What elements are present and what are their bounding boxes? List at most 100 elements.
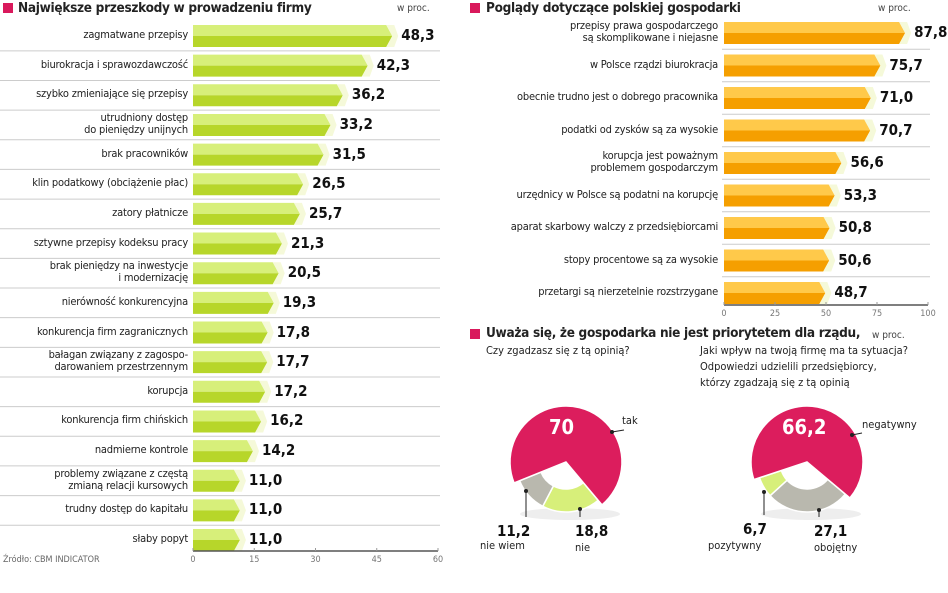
chart1-unit: w proc. <box>397 3 430 14</box>
bar-label: podatki od zysków są za wysokie <box>561 122 718 136</box>
bar <box>193 421 262 433</box>
bar <box>193 302 274 314</box>
bar-value: 53,3 <box>843 185 878 204</box>
bar <box>193 451 253 463</box>
bar-tip <box>246 440 259 463</box>
bar-label: przetargi są nierzetelnie rozstrzygane <box>538 285 718 298</box>
bar-value: 19,3 <box>282 292 317 311</box>
tick-label: 30 <box>310 555 321 565</box>
bar-label: aparat skarbowy walczy z przedsiębiorcam… <box>510 220 718 233</box>
bar <box>724 98 871 109</box>
bar-value: 26,5 <box>312 174 346 193</box>
bar-tip <box>361 54 374 77</box>
pie-slice-tak <box>509 405 623 506</box>
bar-tip <box>255 410 268 433</box>
bar-label: bałagan związany z zagospo- darowaniem p… <box>48 348 189 374</box>
bar-label: korupcja jest poważnym problemem gospoda… <box>590 149 718 174</box>
bar-value: 17,7 <box>276 352 310 371</box>
pie-value: 18,8 <box>575 522 609 540</box>
bar-value: 31,5 <box>332 144 366 163</box>
tick-label: 45 <box>371 555 382 565</box>
bar <box>193 124 331 136</box>
pie-shadow <box>520 508 620 520</box>
bar-top <box>193 202 300 214</box>
bar <box>193 273 279 285</box>
bar <box>193 65 368 77</box>
bar-label: szybko zmieniające się przepisy <box>36 87 188 101</box>
bar-label: konkurencja firm zagranicznych <box>37 324 188 338</box>
bar <box>193 391 266 403</box>
bar-tip <box>823 217 836 239</box>
title-marker <box>470 3 480 13</box>
pie-label: pozytywny <box>708 539 762 552</box>
bar <box>193 95 343 107</box>
tick-label: 0 <box>190 555 196 565</box>
pie1-question: Czy zgadzasz się z tą opinią? <box>486 344 630 357</box>
bar-top <box>724 87 871 98</box>
bar-top <box>193 380 266 392</box>
bar-top <box>724 249 830 261</box>
bar <box>724 293 826 304</box>
bar-label: obecnie trudno jest o dobrego pracownika <box>517 90 718 103</box>
tick-label: 50 <box>820 309 832 319</box>
bar-label: przepisy prawa gospodarczego są skomplik… <box>569 19 718 44</box>
bar-label: utrudniony dostęp do pieniędzy unijnych <box>84 110 188 136</box>
bar-value: 17,8 <box>276 322 310 341</box>
bar-label: urzędnicy w Polsce są podatni na korupcj… <box>516 187 719 201</box>
bar-top <box>193 469 240 481</box>
bar-tip <box>267 291 280 314</box>
bar-tip <box>297 173 310 196</box>
bar-value: 36,2 <box>351 85 386 104</box>
pie-value: 27,1 <box>814 522 848 540</box>
bar <box>724 33 906 44</box>
tick-label: 60 <box>432 555 444 565</box>
bar <box>724 195 835 207</box>
bar-tip <box>823 249 836 272</box>
bar-value: 70,7 <box>879 120 913 139</box>
bar-label: problemy związane z częstą zmianą relacj… <box>54 466 188 492</box>
chart1-title: Największe przeszkody w prowadzeniu firm… <box>18 0 312 16</box>
bar-top <box>193 25 393 36</box>
bar-value: 21,3 <box>290 233 325 252</box>
bar-top <box>193 440 253 452</box>
bar-label: brak pracowników <box>101 146 188 160</box>
leader-line <box>611 429 625 433</box>
leader-dot <box>762 490 766 494</box>
bar-value: 11,0 <box>248 500 283 519</box>
bar-value: 87,8 <box>914 23 948 41</box>
bar-top <box>724 22 906 33</box>
bar-value: 50,6 <box>838 250 872 269</box>
bar-label: sztywne przepisy kodeksu pracy <box>33 235 188 249</box>
bar-tip <box>899 22 912 44</box>
bar <box>193 243 282 255</box>
bar-value: 50,8 <box>838 218 872 236</box>
bar <box>193 540 240 552</box>
bar-value: 71,0 <box>879 88 914 106</box>
bar-tip <box>275 232 288 255</box>
tick-label: 75 <box>871 309 883 319</box>
bar-label: zagmatwane przepisy <box>83 28 188 41</box>
bar <box>193 36 393 47</box>
bar-top <box>193 54 368 66</box>
title-marker <box>3 3 13 13</box>
bar-top <box>193 321 268 333</box>
bar-value: 75,7 <box>889 55 923 74</box>
leader-dot <box>578 507 582 511</box>
bar-tip <box>835 152 848 174</box>
bar-tip <box>819 282 832 304</box>
bar-value: 17,2 <box>274 381 308 400</box>
tick-label: 0 <box>721 309 727 319</box>
bar-top <box>193 262 279 274</box>
bar-top <box>193 84 343 96</box>
bar <box>193 184 304 196</box>
bar-tip <box>317 143 330 166</box>
bar <box>193 154 324 166</box>
bar-label: konkurencja firm chińskich <box>61 413 188 427</box>
bar-top <box>193 351 268 363</box>
leader-dot <box>817 508 821 512</box>
bar-label: brak pieniędzy na inwestycje i moderniza… <box>49 259 188 285</box>
bar-tip <box>233 529 246 552</box>
tick-label: 15 <box>249 555 260 565</box>
bar <box>724 65 881 77</box>
bar-top <box>724 119 871 131</box>
